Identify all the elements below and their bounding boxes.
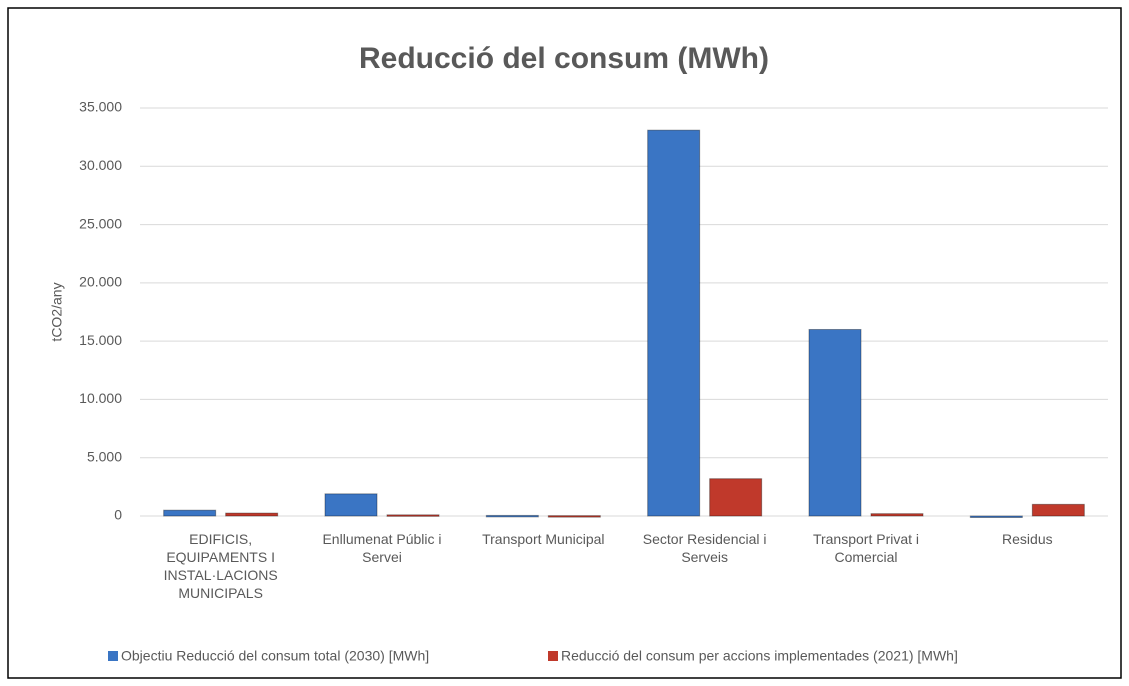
x-tick-label: Transport Municipal bbox=[482, 531, 605, 547]
chart-title: Reducció del consum (MWh) bbox=[359, 42, 769, 75]
y-tick-label: 30.000 bbox=[79, 157, 122, 173]
y-axis-label: tCO2/any bbox=[49, 282, 65, 341]
bar bbox=[386, 514, 440, 517]
x-tick-label: EDIFICIS, EQUIPAMENTS I INSTAL·LACIONS M… bbox=[163, 531, 278, 601]
y-tick-label: 20.000 bbox=[79, 274, 122, 290]
bar bbox=[808, 328, 862, 517]
y-tick-label: 0 bbox=[114, 507, 122, 523]
legend-label: Objectiu Reducció del consum total (2030… bbox=[121, 648, 429, 664]
legend-swatch bbox=[548, 651, 558, 661]
y-tick-label: 10.000 bbox=[79, 390, 122, 406]
bar bbox=[1031, 503, 1085, 517]
bar bbox=[870, 513, 924, 517]
bar bbox=[547, 515, 601, 518]
y-tick-label: 5.000 bbox=[87, 448, 122, 464]
bar bbox=[709, 478, 763, 517]
legend-label: Reducció del consum per accions implemen… bbox=[561, 648, 958, 664]
bar bbox=[163, 509, 217, 517]
x-tick-label: Sector Residencial i Serveis bbox=[642, 531, 767, 565]
bar bbox=[969, 515, 1023, 518]
x-tick-label: Enllumenat Públic i Servei bbox=[322, 531, 442, 565]
x-tick-label: Transport Privat i Comercial bbox=[812, 531, 920, 565]
y-tick-label: 35.000 bbox=[79, 99, 122, 115]
y-tick-label: 25.000 bbox=[79, 215, 122, 231]
bar bbox=[485, 514, 539, 518]
x-tick-label: Residus bbox=[1002, 531, 1053, 547]
y-tick-label: 15.000 bbox=[79, 332, 122, 348]
bar bbox=[324, 493, 378, 517]
chart-border bbox=[7, 7, 1122, 679]
bar bbox=[225, 512, 279, 517]
bar bbox=[647, 129, 701, 517]
legend-swatch bbox=[108, 651, 118, 661]
